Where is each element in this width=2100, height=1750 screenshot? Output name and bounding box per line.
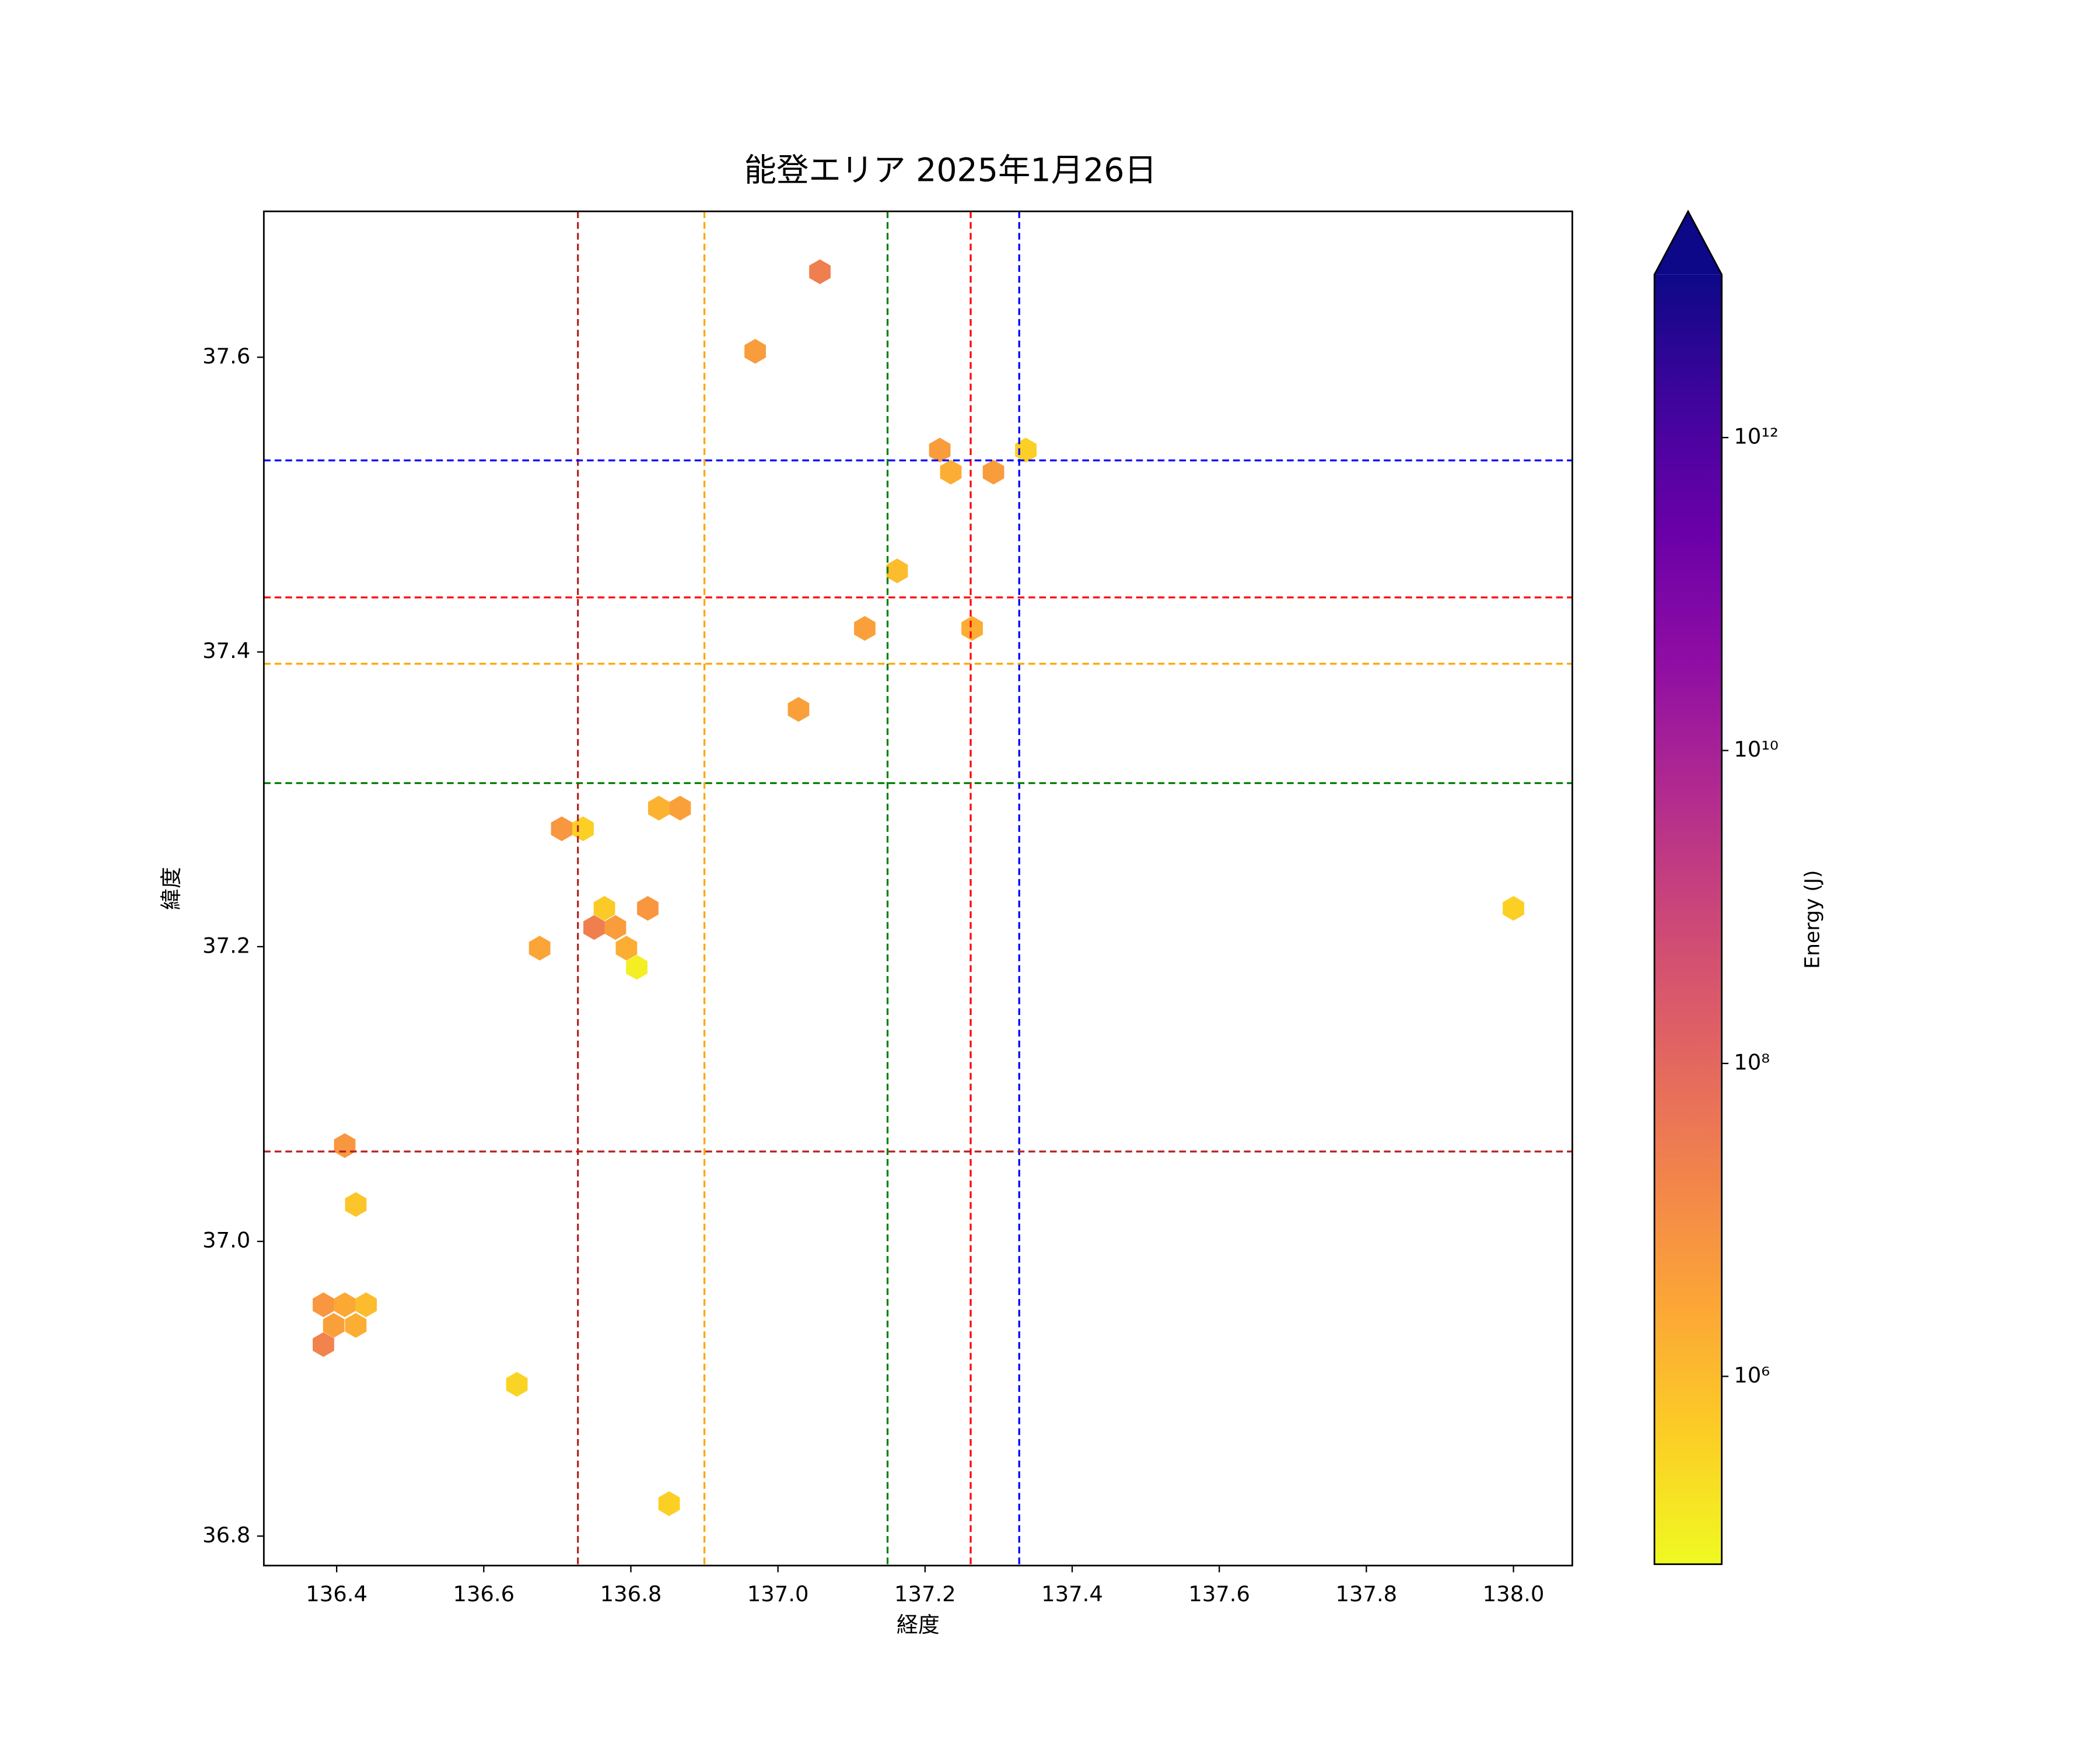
colorbar-tick-label: 10⁸ <box>1734 1050 1770 1075</box>
colorbar-gradient <box>1654 274 1722 1564</box>
hexbin-cell <box>929 438 951 463</box>
hexbin-cell <box>648 796 670 821</box>
hexbin-cell <box>961 615 983 641</box>
hexbin-cell <box>334 1133 356 1158</box>
hexbin-cell <box>345 1192 367 1217</box>
y-tick-label: 37.2 <box>202 933 250 958</box>
hexbin-cell <box>669 796 691 821</box>
colorbar-frame <box>1653 209 1723 1565</box>
colorbar-tick-label: 10¹⁰ <box>1734 737 1779 762</box>
colorbar-label: Energy (J) <box>1801 870 1824 968</box>
x-tick-label: 137.8 <box>1336 1581 1398 1606</box>
hexbin-cell <box>658 1491 680 1516</box>
chart-title: 能登エリア 2025年1月26日 <box>744 152 1157 190</box>
hexbin-cell <box>744 339 766 364</box>
y-tick-label: 37.6 <box>202 344 250 369</box>
x-tick-label: 137.6 <box>1188 1581 1250 1606</box>
y-tick-label: 37.4 <box>202 638 250 663</box>
hexbin-cell <box>637 895 659 921</box>
x-tick-label: 137.2 <box>894 1581 956 1606</box>
y-tick-label: 37.0 <box>202 1228 250 1253</box>
x-tick-label: 137.0 <box>747 1581 809 1606</box>
hexbin-cell <box>583 915 605 940</box>
hexbin-cell <box>334 1292 356 1317</box>
plot-area <box>264 211 1573 1566</box>
hexbin-cell <box>1015 438 1037 463</box>
hexbin-cell <box>626 954 648 980</box>
x-tick-label: 138.0 <box>1483 1581 1545 1606</box>
hexbin-cell <box>345 1312 367 1338</box>
x-tick-label: 137.4 <box>1041 1581 1103 1606</box>
hexbin-cell <box>940 460 962 485</box>
hexbin-cell <box>886 558 908 583</box>
colorbar-extension <box>1654 211 1722 275</box>
x-tick-label: 136.8 <box>600 1581 662 1606</box>
hexbin-cell <box>593 895 615 921</box>
hexbin-cell <box>506 1371 528 1397</box>
hexbin-cell <box>982 460 1005 485</box>
hexbin-cell <box>323 1312 345 1338</box>
hexbin-cell <box>572 816 594 842</box>
hexbin-cell <box>528 936 551 961</box>
hexbin-cell <box>615 936 638 961</box>
hexbin-cell <box>604 915 626 940</box>
colorbar: 10⁶ 10⁸ 10¹⁰ 10¹² <box>1653 209 1779 1565</box>
y-axis-label: 緯度 <box>159 867 184 910</box>
hexbin-cell <box>788 696 810 722</box>
y-tick-label: 36.8 <box>202 1522 250 1548</box>
x-axis-label: 経度 <box>897 1612 940 1637</box>
hexbin-cell <box>1503 895 1524 921</box>
hexbin-cell <box>313 1332 334 1357</box>
hexbin-cell <box>313 1292 334 1317</box>
colorbar-tick-label: 10⁶ <box>1734 1363 1770 1388</box>
hexbin-cell <box>551 816 573 842</box>
hexbin-cell <box>809 259 831 285</box>
x-tick-label: 136.6 <box>453 1581 514 1606</box>
hexbin-cell <box>355 1292 377 1317</box>
axes-frame <box>262 210 1573 1567</box>
x-tick-label: 136.4 <box>306 1581 368 1606</box>
colorbar-tick-label: 10¹² <box>1734 424 1779 449</box>
hexbin-cell <box>854 615 876 641</box>
